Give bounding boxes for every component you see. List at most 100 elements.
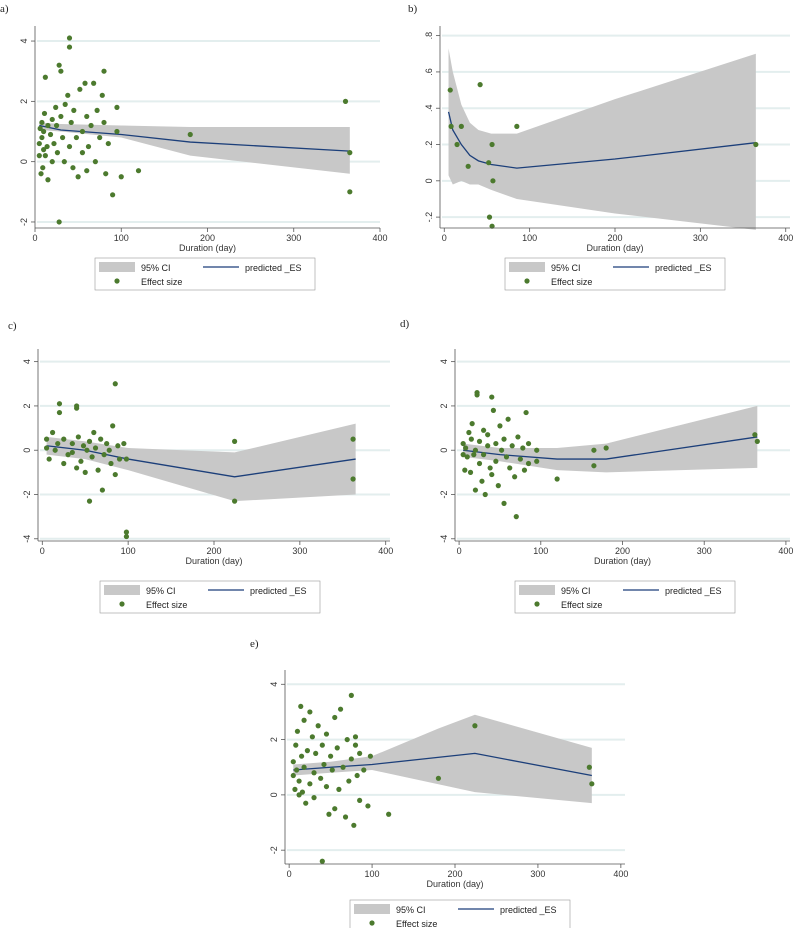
data-point — [490, 178, 496, 184]
data-point — [82, 469, 88, 475]
x-tick-label: 200 — [447, 869, 462, 879]
data-point — [512, 474, 518, 480]
data-point — [92, 159, 98, 165]
predicted-line — [293, 752, 592, 777]
data-point — [589, 781, 595, 787]
data-point — [480, 427, 487, 433]
data-point — [365, 803, 371, 809]
panel-e: e) -2 0 2 4 0 100 200 300 400 Duration (day) 95% C… — [240, 628, 640, 933]
data-point — [69, 449, 75, 456]
data-point — [101, 452, 107, 458]
data-point — [534, 458, 540, 464]
data-point — [77, 86, 83, 92]
data-point — [85, 143, 92, 150]
data-point — [477, 82, 483, 88]
data-point — [465, 163, 471, 169]
x-tick-label: 400 — [613, 869, 628, 879]
data-point — [340, 764, 346, 770]
data-point — [350, 436, 356, 442]
data-point — [525, 440, 532, 447]
data-point — [321, 761, 327, 768]
data-point — [311, 795, 317, 801]
data-point — [91, 429, 97, 436]
y-tick-label: -2 — [19, 218, 29, 226]
data-point — [534, 447, 540, 453]
data-point — [112, 471, 118, 478]
data-point — [517, 456, 523, 462]
data-point — [61, 159, 67, 165]
data-point — [123, 456, 130, 462]
data-point — [523, 409, 529, 416]
y-tick-label: -4 — [439, 535, 449, 543]
chart-b: -.2 0 .2 .4 .6 .8 0 100 200 300 400 Duration (day) 9… — [424, 26, 793, 291]
panel-d: d) -4 -2 0 2 4 0 100 200 300 400 Duration (day) 95%… — [400, 315, 800, 615]
data-point — [65, 452, 71, 458]
y-tick-label: 2 — [22, 403, 32, 408]
data-point — [51, 140, 57, 147]
legend-point-swatch — [524, 278, 530, 284]
x-tick-label: 0 — [40, 546, 45, 556]
data-point — [318, 775, 324, 781]
data-point — [323, 783, 330, 790]
data-point — [435, 775, 442, 781]
data-point — [43, 436, 50, 442]
data-point — [342, 98, 349, 104]
data-point — [586, 764, 592, 770]
legend-point-swatch — [534, 601, 540, 607]
data-point — [89, 454, 95, 460]
data-point — [460, 452, 466, 458]
data-point — [88, 122, 94, 129]
data-point — [348, 692, 354, 698]
data-point — [493, 458, 499, 464]
data-point — [486, 160, 492, 166]
x-tick-label: 100 — [121, 546, 136, 556]
legend-predicted-label: predicted _ES — [250, 586, 307, 596]
data-point — [45, 122, 51, 129]
data-point — [79, 150, 86, 156]
data-point — [92, 445, 99, 451]
data-point — [482, 491, 488, 498]
data-point — [498, 447, 505, 453]
legend: 95% CI predicted _ES Effect size — [514, 580, 736, 614]
y-tick-label: -4 — [22, 535, 32, 543]
data-point — [65, 92, 71, 98]
legend-point-swatch — [119, 601, 125, 607]
data-point — [472, 487, 479, 493]
data-point — [52, 447, 58, 453]
data-point — [80, 443, 87, 449]
chart-c: -4 -2 0 2 4 0 100 200 300 400 Duration (day) 95% CI… — [22, 349, 393, 614]
data-point — [135, 168, 142, 174]
data-point — [476, 438, 483, 444]
x-tick-label: 200 — [607, 233, 622, 243]
legend-effect-label: Effect size — [146, 600, 187, 610]
data-point — [319, 742, 325, 748]
data-point — [753, 141, 759, 148]
data-point — [73, 134, 79, 141]
data-point — [298, 703, 304, 710]
data-point — [292, 786, 298, 792]
legend-ci-label: 95% CI — [146, 586, 176, 596]
data-point — [296, 778, 302, 784]
y-tick-label: .6 — [424, 68, 434, 76]
data-point — [91, 80, 97, 86]
data-point — [521, 467, 528, 473]
x-tick-label: 200 — [615, 546, 630, 556]
ci-band — [39, 122, 350, 174]
data-point — [232, 438, 238, 444]
data-point — [298, 753, 305, 759]
data-point — [101, 68, 107, 74]
data-point — [294, 767, 300, 773]
legend: 95% CI predicted _ES Effect size — [94, 257, 316, 291]
data-point — [58, 68, 64, 74]
data-point — [56, 401, 63, 407]
x-tick-label: 0 — [287, 869, 292, 879]
legend: 95% CI predicted _ES Effect size — [349, 899, 571, 933]
x-axis-label: Duration (day) — [426, 879, 483, 889]
data-point — [463, 445, 469, 451]
data-point — [754, 438, 760, 444]
legend-predicted-label: predicted _ES — [665, 586, 722, 596]
data-point — [49, 116, 55, 123]
data-point — [95, 467, 101, 473]
data-point — [347, 150, 353, 156]
legend-ci-swatch — [519, 585, 555, 595]
